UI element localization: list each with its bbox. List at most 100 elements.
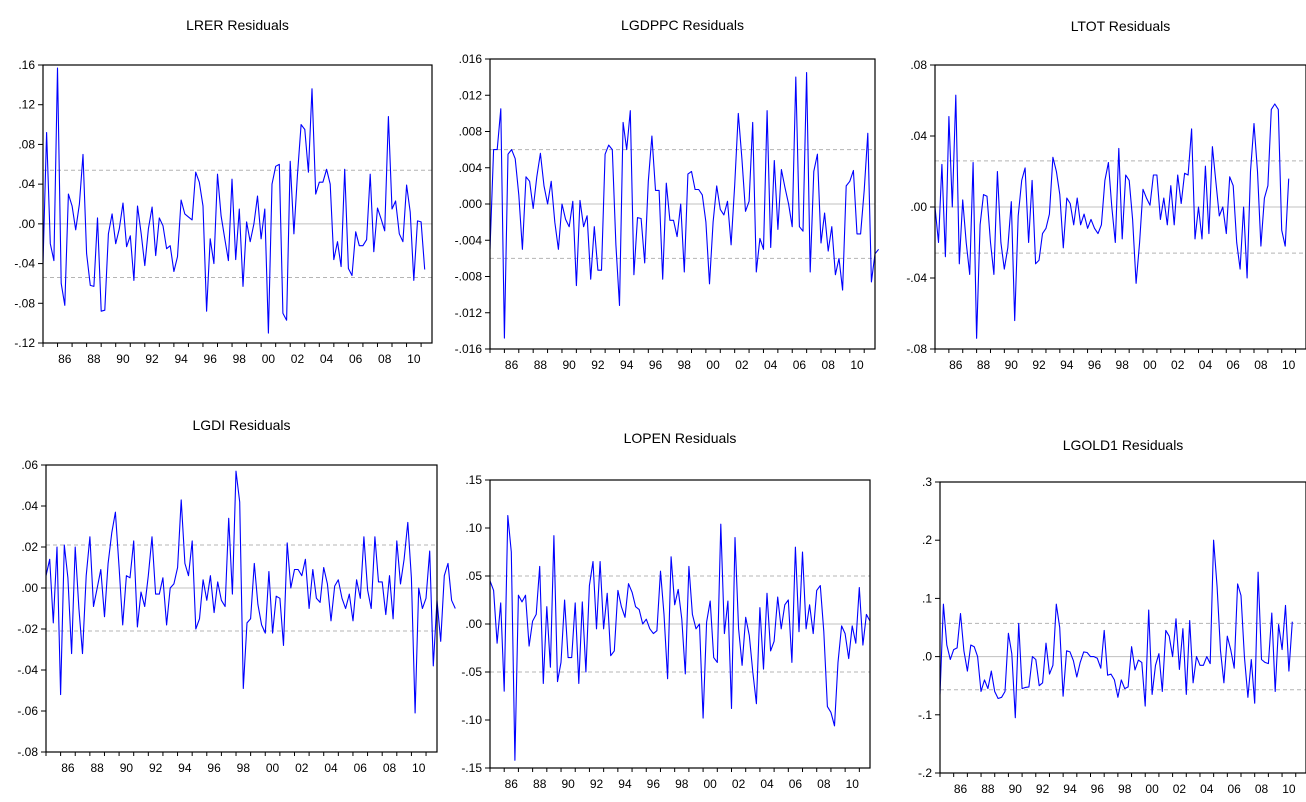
- ltot-residuals-series-line: [934, 94, 1290, 339]
- ltot-residuals-y-tick-label: .08: [910, 58, 927, 72]
- lrer-residuals-x-tick-label: 92: [145, 352, 159, 366]
- lgdppc-residuals-x-tick-label: 00: [706, 358, 720, 372]
- lgdi-residuals-y-tick-label: .00: [21, 581, 38, 595]
- lgold1-residuals-y-tick-label: .1: [922, 591, 932, 605]
- lgdppc-residuals-y-tick-label: -.016: [455, 342, 483, 356]
- ltot-residuals-x-tick-label: 96: [1088, 358, 1102, 372]
- lgdi-residuals-series-line: [45, 470, 456, 714]
- lopen-residuals-x-tick-label: 02: [732, 777, 746, 791]
- lopen-residuals-x-tick-label: 06: [789, 777, 803, 791]
- lopen-residuals-x-tick-label: 88: [533, 777, 547, 791]
- lopen-residuals-y-tick-label: .00: [465, 617, 482, 631]
- lrer-residuals-x-tick-label: 90: [116, 352, 130, 366]
- lgdi-residuals-y-tick-label: .06: [21, 458, 38, 472]
- lgold1-residuals-series-line: [939, 539, 1293, 719]
- lrer-residuals-y-tick-label: .12: [18, 98, 35, 112]
- lgold1-residuals-x-tick-label: 92: [1036, 782, 1050, 796]
- lgdppc-residuals-y-tick-label: .000: [459, 197, 483, 211]
- lgdppc-residuals-x-tick-label: 90: [562, 358, 576, 372]
- lgdi-residuals-x-tick-label: 90: [120, 761, 134, 775]
- lgdppc-residuals-title: LGDPPC Residuals: [621, 17, 744, 33]
- lgold1-residuals-chart: LGOLD1 Residuals .3 .2 .1 .0 -.1 -.2 86 88 90 92 94…: [918, 437, 1306, 796]
- ltot-residuals-x-tick-label: 02: [1171, 358, 1185, 372]
- lgdppc-residuals-x-tick-label: 94: [620, 358, 634, 372]
- ltot-residuals-x-tick-label: 92: [1032, 358, 1046, 372]
- lrer-residuals-y-tick-label: .04: [18, 177, 35, 191]
- lgold1-residuals-x-tick-label: 00: [1145, 782, 1159, 796]
- lrer-residuals-series-line: [42, 67, 426, 334]
- lgdppc-residuals-x-tick-label: 04: [764, 358, 778, 372]
- lgdppc-residuals-x-tick-label: 92: [591, 358, 605, 372]
- lgdi-residuals-y-tick-label: .02: [21, 540, 38, 554]
- lopen-residuals-x-tick-label: 96: [647, 777, 661, 791]
- lgold1-residuals-y-tick-label: .2: [922, 533, 932, 547]
- ltot-residuals-x-tick-label: 90: [1005, 358, 1019, 372]
- lgdppc-residuals-x-tick-label: 08: [822, 358, 836, 372]
- lrer-residuals-x-tick-label: 00: [262, 352, 276, 366]
- lrer-residuals-y-tick-label: -.12: [14, 336, 35, 350]
- lgdi-residuals-x-tick-label: 10: [412, 761, 426, 775]
- lgold1-residuals-x-tick-label: 02: [1173, 782, 1187, 796]
- ltot-residuals-x-tick-label: 04: [1199, 358, 1213, 372]
- ltot-residuals-title: LTOT Residuals: [1071, 18, 1171, 34]
- lgdi-residuals-y-tick-label: .04: [21, 499, 38, 513]
- lrer-residuals-y-tick-label: .00: [18, 217, 35, 231]
- ltot-residuals-y-tick-label: -.08: [906, 342, 927, 356]
- lgold1-residuals-x-tick-label: 94: [1063, 782, 1077, 796]
- ltot-residuals-x-tick-label: 08: [1254, 358, 1268, 372]
- lopen-residuals-x-tick-label: 04: [760, 777, 774, 791]
- lopen-residuals-y-tick-label: .10: [465, 521, 482, 535]
- lopen-residuals-x-tick-label: 98: [675, 777, 689, 791]
- lgdi-residuals-x-tick-label: 02: [295, 761, 309, 775]
- lgdppc-residuals-y-tick-label: -.008: [455, 270, 483, 284]
- lgold1-residuals-y-tick-label: .0: [922, 650, 932, 664]
- lgdi-residuals-title: LGDI Residuals: [192, 417, 290, 433]
- lgold1-residuals-x-tick-label: 08: [1255, 782, 1269, 796]
- lgdppc-residuals-y-tick-label: .012: [459, 88, 483, 102]
- lgold1-residuals-y-tick-label: -.1: [918, 708, 932, 722]
- lgdppc-residuals-y-tick-label: .016: [459, 52, 483, 66]
- lgold1-residuals-x-tick-label: 90: [1009, 782, 1023, 796]
- lgdi-residuals-x-tick-label: 08: [383, 761, 397, 775]
- lopen-residuals-x-tick-label: 92: [590, 777, 604, 791]
- lgold1-residuals-y-tick-label: .3: [922, 475, 932, 489]
- lopen-residuals-y-tick-label: .15: [465, 473, 482, 487]
- lopen-residuals-y-tick-label: -.10: [461, 713, 482, 727]
- lgold1-residuals-x-tick-label: 98: [1118, 782, 1132, 796]
- ltot-residuals-x-tick-label: 98: [1116, 358, 1130, 372]
- lgold1-residuals-x-tick-label: 88: [981, 782, 995, 796]
- lrer-residuals-x-tick-label: 96: [204, 352, 218, 366]
- lopen-residuals-title: LOPEN Residuals: [624, 430, 737, 446]
- lgdi-residuals-x-tick-label: 04: [324, 761, 338, 775]
- lgdi-residuals-x-tick-label: 86: [61, 761, 75, 775]
- lrer-residuals-y-tick-label: .08: [18, 137, 35, 151]
- lgold1-residuals-plot-frame: [939, 481, 1306, 774]
- lgdppc-residuals-series-line: [489, 72, 880, 339]
- lrer-residuals-chart: LRER Residuals .16 .12 .08 .04 .00 -.04 -.08 -.1…: [14, 17, 433, 366]
- lgdi-residuals-x-tick-label: 96: [207, 761, 221, 775]
- ltot-residuals-x-tick-label: 10: [1282, 358, 1296, 372]
- ltot-residuals-x-tick-label: 06: [1227, 358, 1241, 372]
- lgdppc-residuals-x-tick-label: 06: [793, 358, 807, 372]
- ltot-residuals-y-tick-label: .04: [910, 129, 927, 143]
- lgdppc-residuals-y-tick-label: -.004: [455, 233, 483, 247]
- lgdi-residuals-x-tick-label: 00: [266, 761, 280, 775]
- lrer-residuals-x-tick-label: 88: [87, 352, 101, 366]
- lgdi-residuals-x-tick-label: 88: [90, 761, 104, 775]
- lrer-residuals-x-tick-label: 86: [58, 352, 72, 366]
- lgdi-residuals-chart: LGDI Residuals .06 .04 .02 .00 -.02 -.04 -.06 -.…: [17, 417, 456, 775]
- lgdppc-residuals-x-tick-label: 86: [505, 358, 519, 372]
- lgold1-residuals-x-tick-label: 10: [1282, 782, 1296, 796]
- lopen-residuals-series-line: [489, 514, 871, 761]
- lgdppc-residuals-x-tick-label: 98: [678, 358, 692, 372]
- lgold1-residuals-x-tick-label: 96: [1091, 782, 1105, 796]
- lrer-residuals-x-tick-label: 94: [174, 352, 188, 366]
- lrer-residuals-x-tick-label: 98: [233, 352, 247, 366]
- lrer-residuals-title: LRER Residuals: [186, 17, 289, 33]
- lgdi-residuals-y-tick-label: -.08: [17, 745, 38, 759]
- lgold1-residuals-x-tick-label: 86: [954, 782, 968, 796]
- lrer-residuals-y-tick-label: -.08: [14, 296, 35, 310]
- lgdppc-residuals-x-tick-label: 10: [850, 358, 864, 372]
- lgdi-residuals-y-tick-label: -.02: [17, 622, 38, 636]
